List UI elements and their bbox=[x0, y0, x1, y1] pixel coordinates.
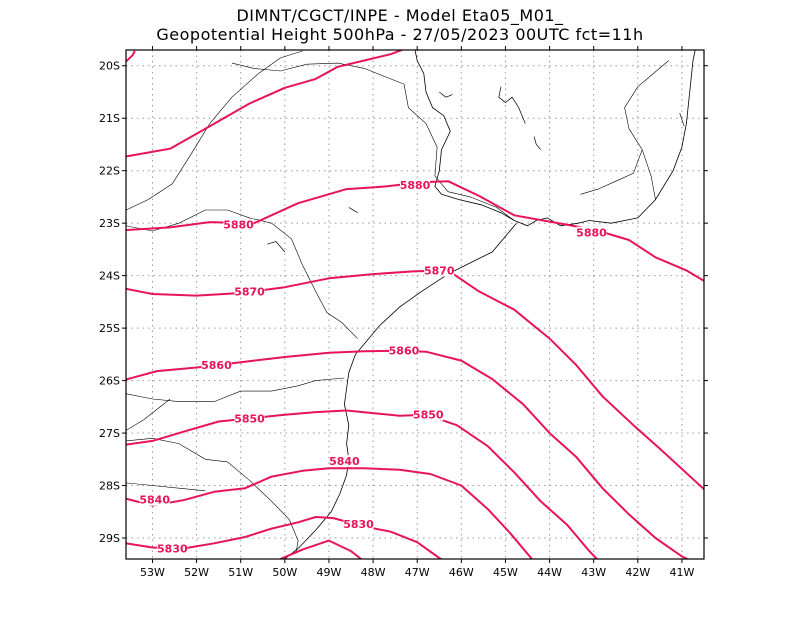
state-border bbox=[126, 398, 171, 431]
contour-line bbox=[126, 50, 136, 63]
water-body bbox=[498, 86, 526, 124]
map-title: DIMNT/CGCT/INPE - Model Eta05_M01_ bbox=[236, 6, 564, 25]
lat-tick-label: 23S bbox=[99, 217, 120, 230]
lat-tick-label: 28S bbox=[99, 480, 120, 493]
contour-label: 5840 bbox=[329, 455, 360, 468]
contour-label: 5850 bbox=[234, 412, 265, 425]
coastline-north bbox=[414, 50, 696, 227]
water-body bbox=[533, 136, 541, 150]
lon-tick-label: 47W bbox=[405, 566, 430, 579]
contour-label: 5880 bbox=[576, 227, 607, 240]
state-border bbox=[580, 149, 643, 195]
contour-label-bg bbox=[388, 344, 419, 357]
lat-tick-label: 26S bbox=[99, 375, 120, 388]
contour-label-bg bbox=[201, 358, 232, 371]
contour-label: 5850 bbox=[413, 409, 444, 422]
contour-label: 5870 bbox=[234, 285, 265, 298]
contour-label-bg bbox=[234, 412, 265, 425]
contour-label-bg bbox=[343, 517, 374, 530]
state-border bbox=[126, 209, 358, 339]
contour-label: 5840 bbox=[139, 494, 170, 507]
water-body bbox=[439, 91, 453, 98]
contour-label: 5830 bbox=[343, 518, 374, 531]
contour-label-bg bbox=[576, 226, 607, 239]
contour-line bbox=[126, 467, 534, 559]
water-body bbox=[348, 207, 358, 213]
lon-tick-label: 48W bbox=[361, 566, 386, 579]
contour-label-bg bbox=[400, 178, 430, 191]
lat-tick-label: 20S bbox=[99, 60, 120, 73]
lat-tick-label: 25S bbox=[99, 322, 120, 335]
state-border bbox=[231, 62, 405, 85]
state-border bbox=[679, 112, 685, 127]
contour-label-bg bbox=[413, 408, 444, 421]
contour-label: 5880 bbox=[223, 219, 254, 232]
lon-tick-label: 46W bbox=[449, 566, 474, 579]
state-border bbox=[126, 377, 345, 402]
contour-line bbox=[126, 409, 599, 559]
map-subtitle: Geopotential Height 500hPa - 27/05/2023 … bbox=[156, 25, 644, 44]
lon-tick-label: 51W bbox=[228, 566, 253, 579]
contour-label: 5830 bbox=[157, 543, 188, 556]
contour-line bbox=[126, 50, 405, 158]
contour-label-bg bbox=[157, 542, 188, 555]
map-frame bbox=[125, 49, 705, 560]
contour-line bbox=[126, 269, 704, 490]
lon-tick-label: 45W bbox=[493, 566, 518, 579]
lon-tick-label: 43W bbox=[581, 566, 606, 579]
contour-line bbox=[126, 180, 704, 282]
lat-tick-label: 21S bbox=[99, 112, 120, 125]
contour-label: 5860 bbox=[201, 359, 232, 372]
plot-area: 5880 5880 5880 5870 5870 5860 5860 5850 5850 5840… bbox=[126, 50, 704, 559]
contour-label-bg bbox=[223, 218, 254, 231]
lat-tick-label: 29S bbox=[99, 532, 120, 545]
contour-line bbox=[126, 349, 690, 559]
lon-tick-label: 49W bbox=[317, 566, 342, 579]
state-border bbox=[403, 84, 515, 221]
lon-tick-label: 52W bbox=[184, 566, 209, 579]
contour-label-bg bbox=[139, 493, 170, 506]
contour-label-bg bbox=[234, 285, 265, 298]
contour-line bbox=[126, 516, 443, 559]
contour-label: 5860 bbox=[389, 345, 420, 358]
lat-tick-label: 22S bbox=[99, 165, 120, 178]
lon-tick-label: 50W bbox=[272, 566, 297, 579]
lon-tick-label: 41W bbox=[670, 566, 695, 579]
contour-label: 5870 bbox=[424, 264, 455, 277]
lon-tick-label: 53W bbox=[140, 566, 165, 579]
lat-tick-label: 24S bbox=[99, 270, 120, 283]
contour-label-bg bbox=[329, 454, 360, 467]
contour-label-bg bbox=[424, 264, 455, 277]
contour-line bbox=[280, 539, 363, 559]
state-border bbox=[126, 437, 299, 554]
state-border bbox=[624, 60, 669, 200]
water-body bbox=[267, 241, 286, 253]
lat-tick-label: 27S bbox=[99, 427, 120, 440]
state-border bbox=[126, 50, 303, 211]
state-border bbox=[126, 482, 206, 492]
coastline-south bbox=[284, 222, 517, 559]
lon-tick-label: 44W bbox=[537, 566, 562, 579]
contour-label: 5880 bbox=[400, 179, 431, 192]
lon-tick-label: 42W bbox=[625, 566, 650, 579]
